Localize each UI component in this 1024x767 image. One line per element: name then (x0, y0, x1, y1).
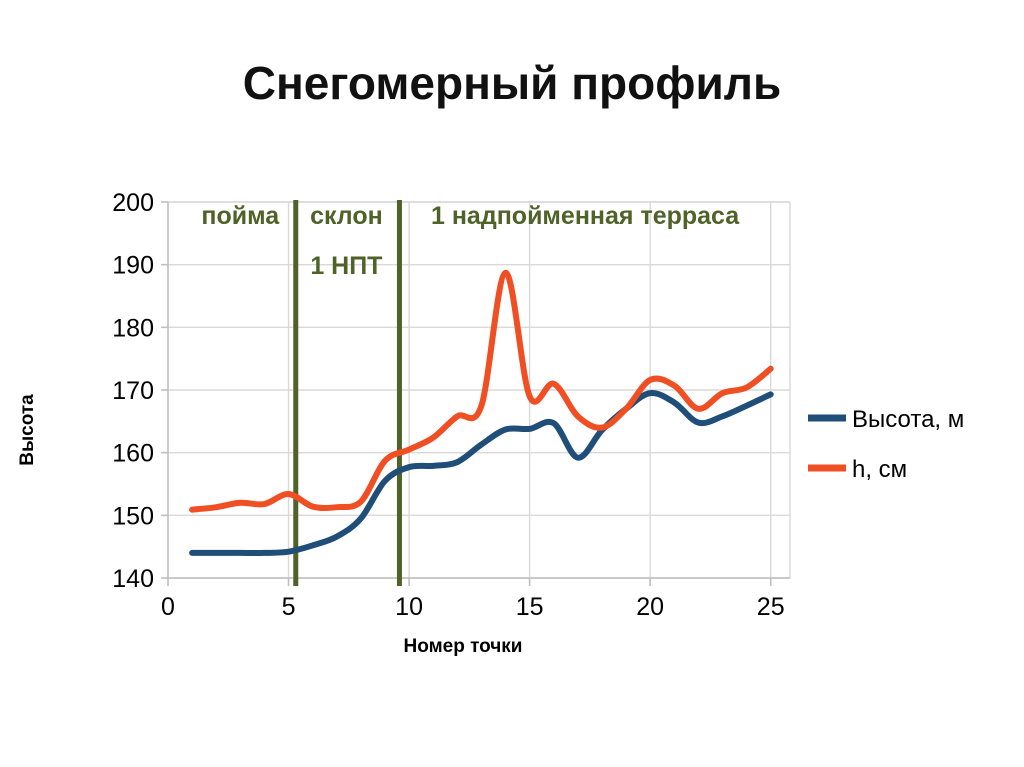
x-tick-label-5: 5 (282, 593, 296, 621)
y-axis-title: Высота (17, 394, 38, 466)
y-tick-label-180: 180 (112, 314, 154, 342)
zone-annotations: пойма склон 1 НПТ 1 надпойменная терраса (201, 202, 740, 280)
annotation-1: пойма (201, 202, 280, 230)
legend-label-2[interactable]: h, см (852, 456, 907, 483)
x-tick-label-15: 15 (516, 593, 544, 621)
axes (161, 201, 790, 586)
x-tick-label-0: 0 (161, 593, 175, 621)
series-line-height (189, 390, 774, 557)
gridlines (168, 201, 791, 579)
chart-legend[interactable]: Высота, м h, см (808, 406, 964, 483)
y-tick-label-170: 170 (112, 377, 154, 405)
y-tick-label-200: 200 (112, 189, 154, 217)
x-tick-label-10: 10 (395, 593, 423, 621)
x-tick-label-25: 25 (757, 593, 785, 621)
annotation-2: склон (310, 202, 383, 230)
y-tick-label-150: 150 (112, 502, 154, 530)
data-series (189, 269, 774, 557)
x-axis-title: Номер точки (404, 636, 523, 657)
page-title: Снегомерный профиль (242, 57, 782, 109)
chart-container: 140 150 160 170 180 190 200 0 5 10 15 20 25 пойма ск… (0, 140, 1024, 700)
annotation-3: 1 НПТ (310, 252, 382, 280)
y-tick-label-140: 140 (112, 565, 154, 593)
series-line-snow-depth (189, 269, 774, 513)
zone-divider-lines (293, 200, 402, 586)
annotation-4: 1 надпойменная терраса (431, 202, 740, 230)
snow-profile-line-chart: 140 150 160 170 180 190 200 0 5 10 15 20 25 пойма ск… (17, 189, 964, 657)
y-axis-tick-labels: 140 150 160 170 180 190 200 (112, 189, 154, 593)
legend-label-1[interactable]: Высота, м (852, 406, 964, 433)
y-tick-label-190: 190 (112, 252, 154, 280)
x-axis-tick-labels: 0 5 10 15 20 25 (161, 593, 785, 621)
x-tick-label-20: 20 (636, 593, 664, 621)
y-tick-label-160: 160 (112, 440, 154, 468)
